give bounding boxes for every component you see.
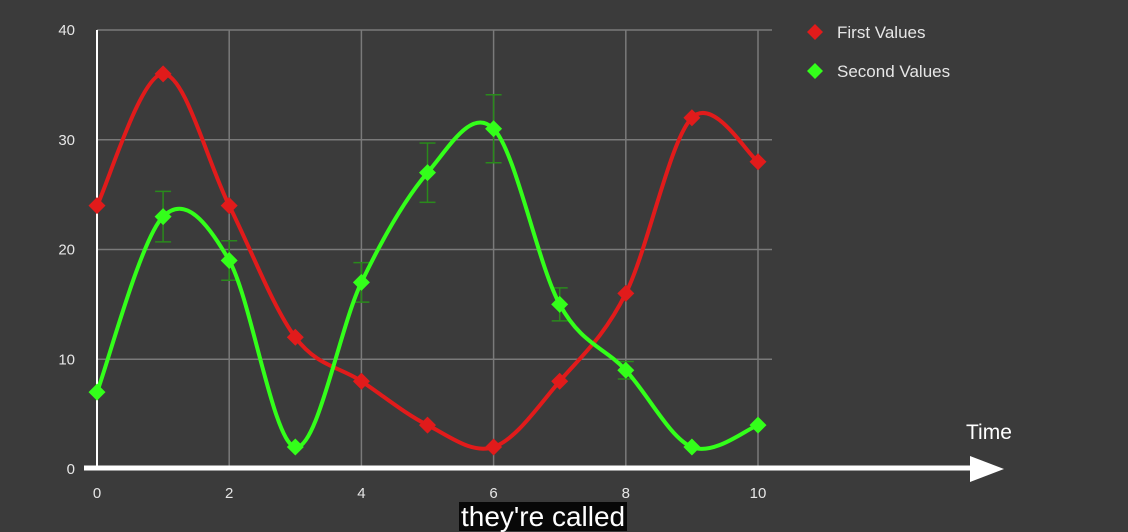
- data-point-diamond: [88, 197, 106, 215]
- x-tick-label: 2: [225, 485, 233, 502]
- series-line: [95, 71, 760, 451]
- series-1: [88, 65, 767, 456]
- data-point-diamond: [286, 438, 304, 456]
- data-point-diamond: [749, 153, 767, 171]
- axes: [84, 30, 1004, 482]
- x-axis-arrow-icon: [970, 456, 1004, 482]
- data-point-diamond: [617, 284, 635, 302]
- data-point-diamond: [617, 361, 635, 379]
- data-point-diamond: [551, 372, 569, 390]
- grid-lines: [97, 29, 772, 469]
- data-point-diamond: [286, 328, 304, 346]
- error-bars: [155, 94, 634, 380]
- data-point-diamond: [683, 109, 701, 127]
- data-point-diamond: [749, 416, 767, 434]
- data-point-diamond: [551, 295, 569, 313]
- y-tick-label: 0: [67, 461, 75, 478]
- y-tick-label: 30: [58, 132, 75, 149]
- data-point-diamond: [154, 65, 172, 83]
- data-point-diamond: [485, 438, 503, 456]
- data-point-diamond: [154, 208, 172, 226]
- series-2: [88, 120, 767, 456]
- y-axis-ticks: 0 10 20 30 40: [58, 22, 75, 478]
- legend-label: Second Values: [837, 62, 950, 81]
- data-point-diamond: [88, 383, 106, 401]
- y-tick-label: 10: [58, 351, 75, 368]
- data-point-diamond: [683, 438, 701, 456]
- subtitle-caption: they're called: [459, 501, 628, 532]
- x-tick-label: 10: [750, 485, 767, 502]
- data-point-diamond: [220, 197, 238, 215]
- legend-label: First Values: [837, 23, 926, 42]
- data-point-diamond: [352, 273, 370, 291]
- y-tick-label: 40: [58, 22, 75, 39]
- data-point-diamond: [419, 416, 436, 434]
- data-point-diamond: [352, 372, 370, 390]
- x-axis-label: Time: [966, 421, 1012, 444]
- x-tick-label: 4: [357, 485, 365, 502]
- legend-marker-diamond-icon: [807, 63, 823, 79]
- y-tick-label: 20: [58, 242, 75, 259]
- x-axis-ticks: 0 2 4 6 8 10: [93, 485, 767, 502]
- legend: First Values Second Values: [807, 23, 950, 81]
- legend-marker-diamond-icon: [807, 24, 823, 40]
- data-point-diamond: [419, 164, 436, 182]
- x-tick-label: 6: [489, 485, 497, 502]
- data-point-diamond: [220, 251, 238, 269]
- data-point-diamond: [485, 120, 503, 138]
- x-tick-label: 0: [93, 485, 101, 502]
- x-tick-label: 8: [622, 485, 630, 502]
- series-group: [88, 65, 767, 456]
